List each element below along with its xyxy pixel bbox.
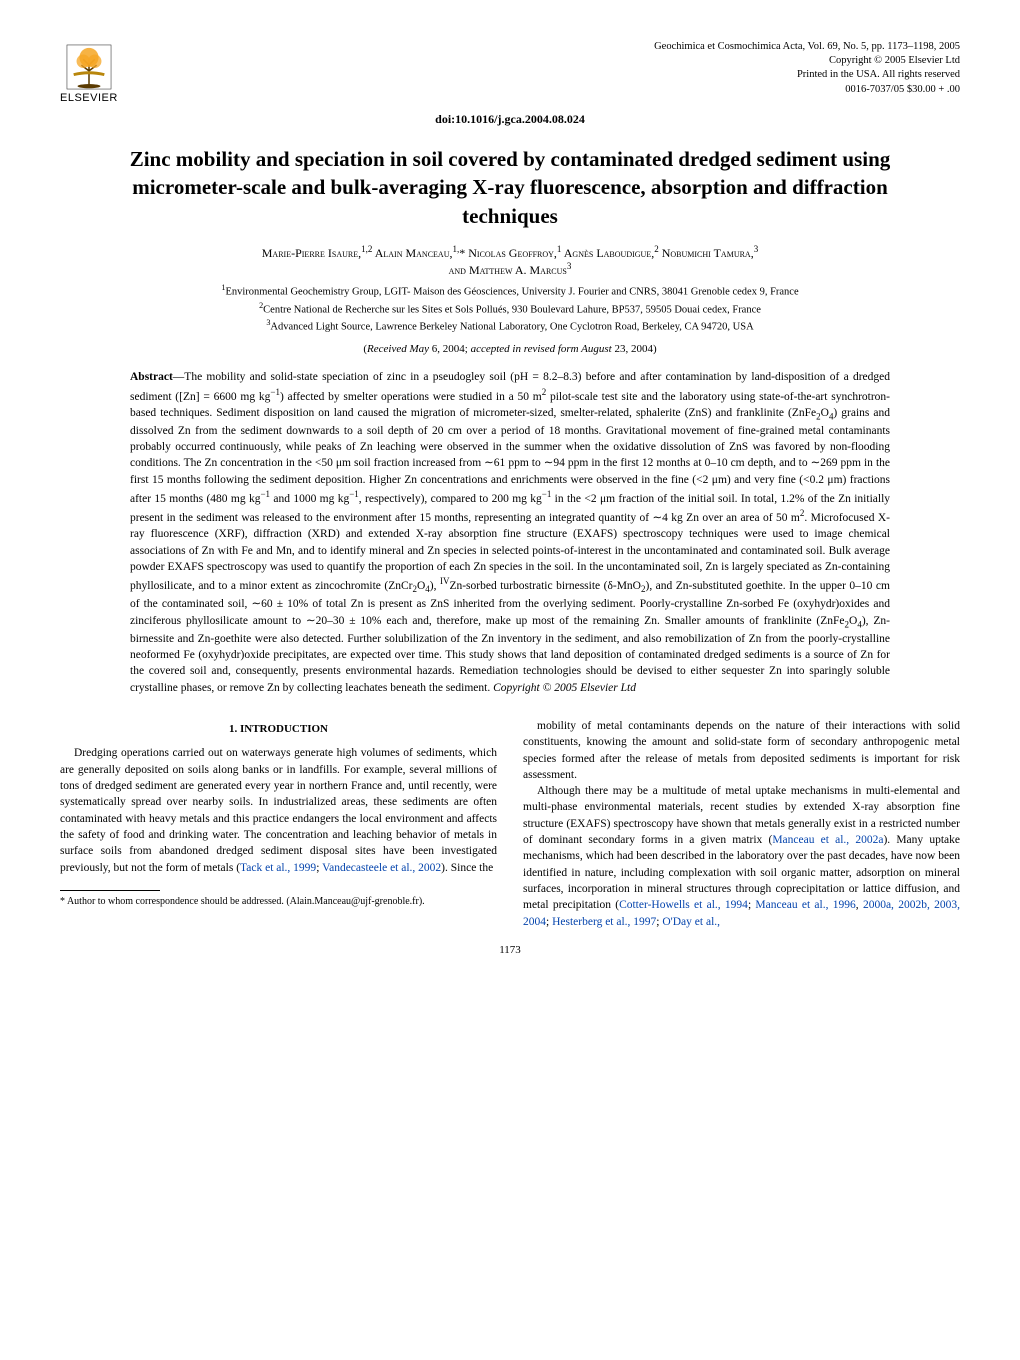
abstract-sup-1: −1 xyxy=(270,387,280,397)
citation-oday[interactable]: O'Day et al., xyxy=(662,916,720,928)
citation-manceau-1996[interactable]: Manceau et al., 1996 xyxy=(755,899,855,911)
abstract-text-2: ) affected by smelter operations were st… xyxy=(280,390,542,402)
abstract-sup-4: −1 xyxy=(349,489,359,499)
footnote-rule xyxy=(60,890,160,891)
intro-paragraph-1-cont: mobility of metal contaminants depends o… xyxy=(523,718,960,783)
header-row: ELSEVIER Geochimica et Cosmochimica Acta… xyxy=(60,40,960,104)
citation-manceau-2002a[interactable]: Manceau et al., 2002a xyxy=(772,834,883,846)
author-5: Nobumichi Tamura, xyxy=(662,246,754,260)
abstract-text-6: and 1000 mg kg xyxy=(270,493,349,505)
intro-text-1a: Dredging operations carried out on water… xyxy=(60,747,497,873)
intro-text-1b: ). Since the xyxy=(441,862,493,874)
citation-cotter-howells-1994[interactable]: Cotter-Howells et al., 1994 xyxy=(619,899,748,911)
article-dates: (Received May 6, 2004; accepted in revis… xyxy=(60,343,960,355)
affil-3: Advanced Light Source, Lawrence Berkeley… xyxy=(270,322,753,333)
abstract-sup-3: −1 xyxy=(260,489,270,499)
publisher-name: ELSEVIER xyxy=(60,92,118,104)
article-title: Zinc mobility and speciation in soil cov… xyxy=(120,145,900,230)
received-date: Received May xyxy=(367,343,429,355)
printed-line: Printed in the USA. All rights reserved xyxy=(654,68,960,82)
intro-sep-3: , xyxy=(856,899,863,911)
author-4-affil: 2 xyxy=(654,244,659,254)
publisher-logo: ELSEVIER xyxy=(60,44,118,104)
abstract-text-11: ), xyxy=(430,580,440,592)
intro-paragraph-2: Although there may be a multitude of met… xyxy=(523,783,960,930)
citation-vandecasteele-2002[interactable]: Vandecasteele et al., 2002 xyxy=(322,862,441,874)
affil-2: Centre National de Recherche sur les Sit… xyxy=(263,304,761,315)
author-3-affil: 1 xyxy=(557,244,562,254)
abstract-text-4: O xyxy=(821,407,829,419)
intro-paragraph-1: Dredging operations carried out on water… xyxy=(60,745,497,876)
abstract-label: Abstract xyxy=(130,371,173,383)
affil-1: Environmental Geochemistry Group, LGIT- … xyxy=(225,287,798,298)
right-column: mobility of metal contaminants depends o… xyxy=(523,718,960,930)
left-column: 1. INTRODUCTION Dredging operations carr… xyxy=(60,718,497,930)
journal-citation: Geochimica et Cosmochimica Acta, Vol. 69… xyxy=(654,40,960,54)
citation-tack-1999[interactable]: Tack et al., 1999 xyxy=(240,862,316,874)
author-2: Alain Manceau, xyxy=(375,246,453,260)
abstract-text-12: Zn-sorbed turbostratic birnessite (δ-MnO xyxy=(449,580,641,592)
elsevier-tree-icon xyxy=(66,44,112,90)
abstract-copyright: Copyright © 2005 Elsevier Ltd xyxy=(493,682,636,694)
section-1-heading: 1. INTRODUCTION xyxy=(60,722,497,738)
abstract-sup-5: −1 xyxy=(542,489,552,499)
corresponding-star: * xyxy=(459,246,465,260)
corresponding-footnote: * Author to whom correspondence should b… xyxy=(60,895,497,909)
journal-metadata: Geochimica et Cosmochimica Acta, Vol. 69… xyxy=(654,40,960,97)
author-5-affil: 3 xyxy=(754,244,759,254)
author-1-affil: 1,2 xyxy=(361,244,372,254)
abstract: Abstract—The mobility and solid-state sp… xyxy=(130,369,890,696)
author-3: Nicolas Geoffroy, xyxy=(468,246,557,260)
accepted-date: accepted in revised form August xyxy=(471,343,612,355)
author-4: Agnès Laboudigue, xyxy=(564,246,654,260)
issn-line: 0016-7037/05 $30.00 + .00 xyxy=(654,83,960,97)
authors-line: Marie-Pierre Isaure,1,2 Alain Manceau,1,… xyxy=(60,244,960,278)
abstract-text-5: ) grains and dissolved Zn from the sedim… xyxy=(130,407,890,505)
author-1: Marie-Pierre Isaure, xyxy=(262,246,361,260)
affiliations: 1Environmental Geochemistry Group, LGIT-… xyxy=(80,282,940,335)
abstract-text-7: , respectively), compared to 200 mg kg xyxy=(359,493,542,505)
citation-hesterberg-1997[interactable]: Hesterberg et al., 1997 xyxy=(552,916,656,928)
author-6-affil: 3 xyxy=(567,261,572,271)
doi: doi:10.1016/j.gca.2004.08.024 xyxy=(60,112,960,127)
author-6: and Matthew A. Marcus xyxy=(449,263,567,277)
page-number: 1173 xyxy=(60,944,960,956)
body-columns: 1. INTRODUCTION Dredging operations carr… xyxy=(60,718,960,930)
copyright-line: Copyright © 2005 Elsevier Ltd xyxy=(654,54,960,68)
